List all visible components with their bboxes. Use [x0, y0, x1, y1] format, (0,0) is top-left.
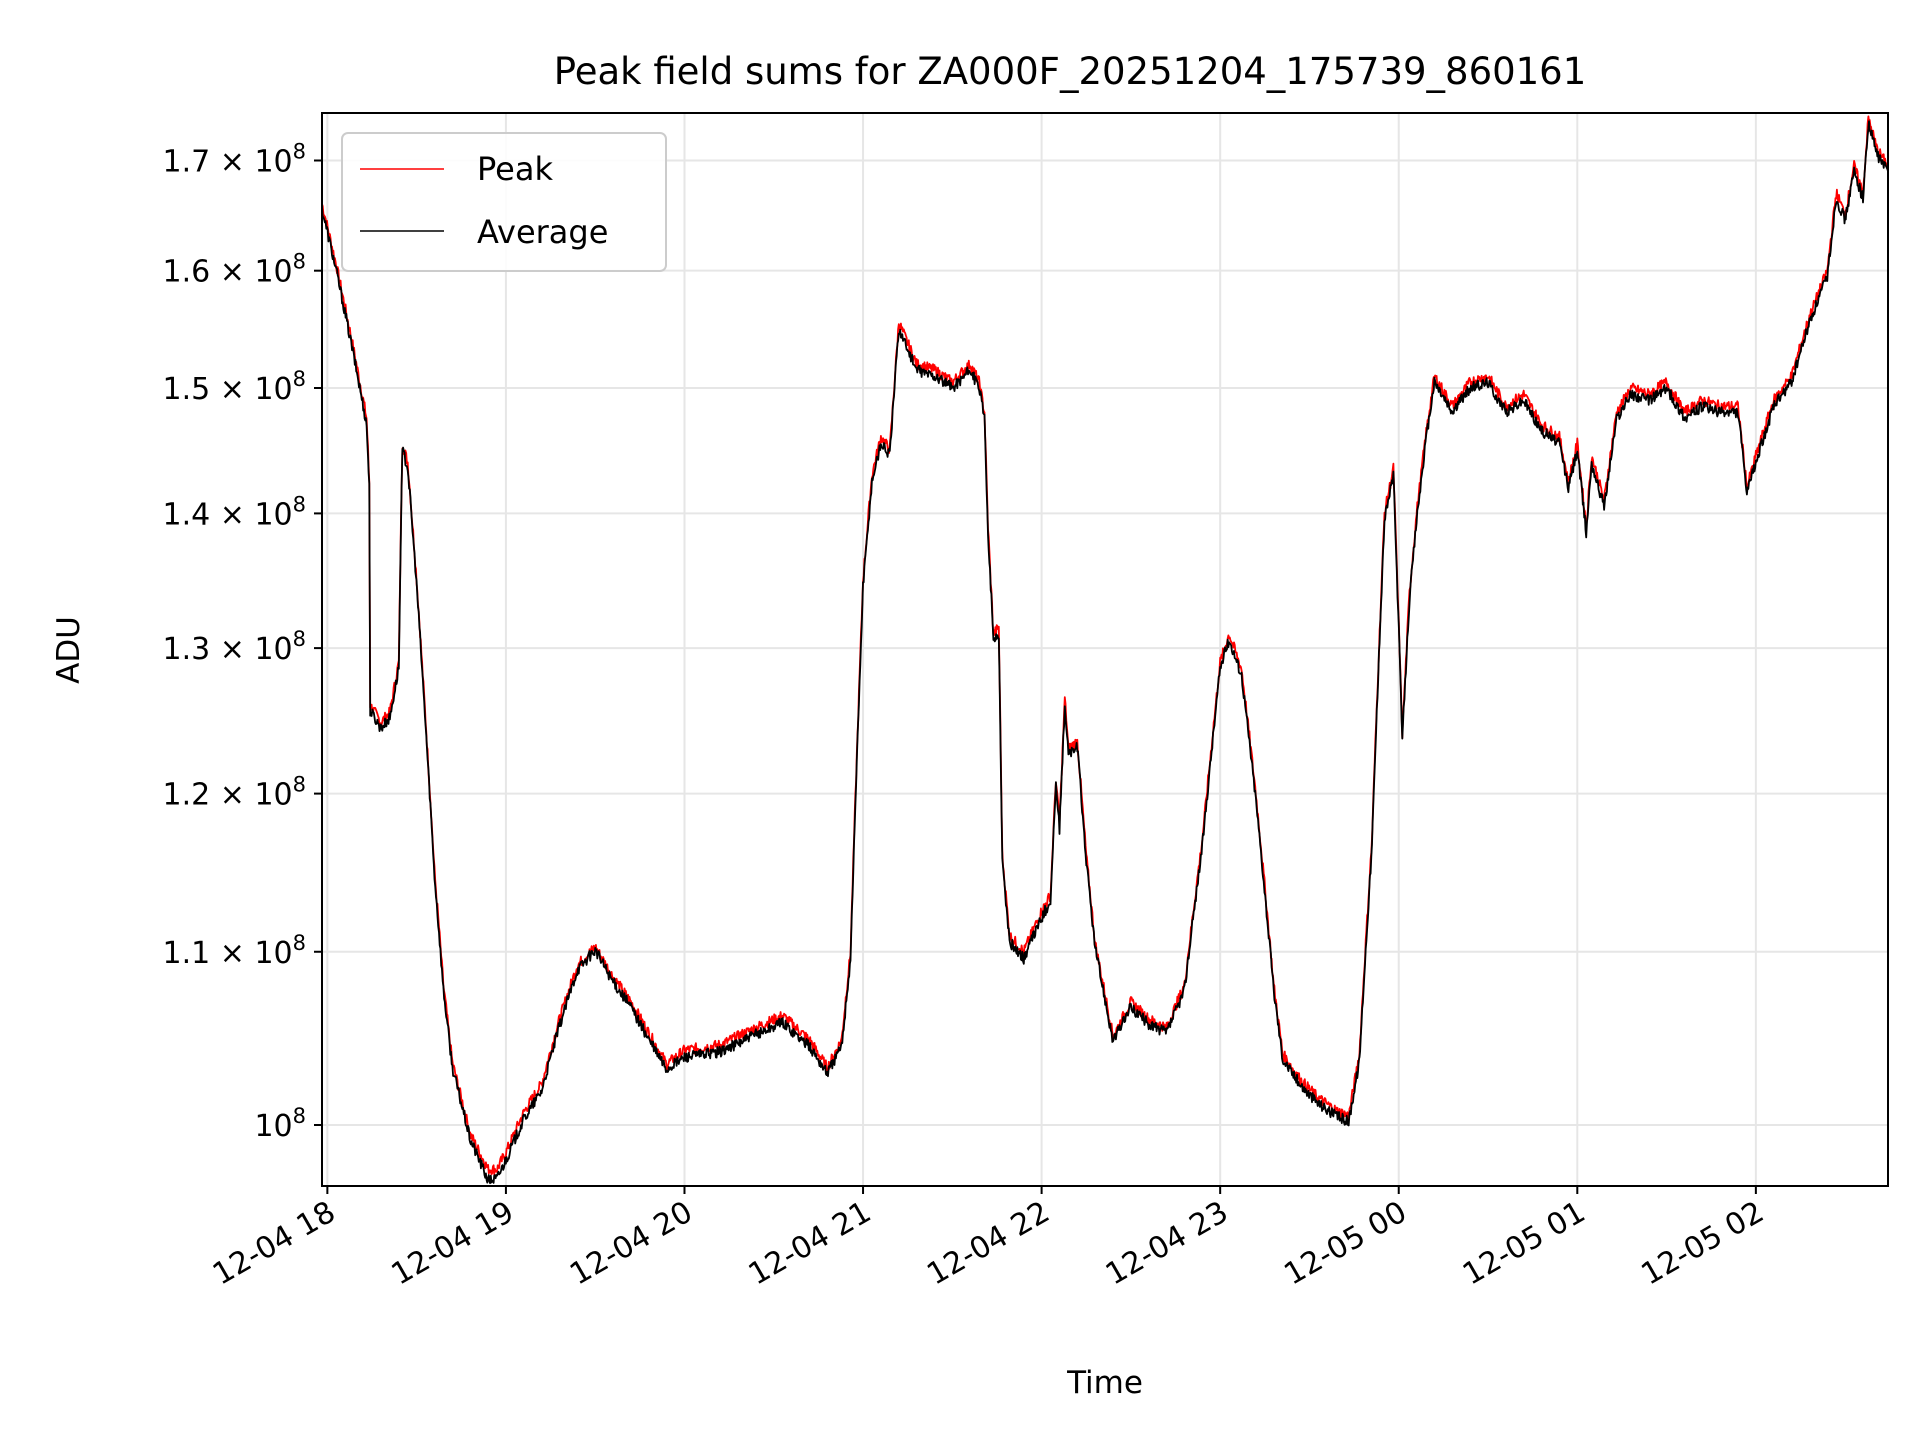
- y-axis: 108 1.1 × 108 1.2 × 108 1.3 × 108 1.4 × 108 1…: [163, 139, 322, 1144]
- series-line-average: [322, 120, 1888, 1185]
- series-layer: [322, 115, 1888, 1185]
- y-tick-label: 1.1 × 108: [163, 931, 306, 971]
- legend-label-average: Average: [477, 213, 608, 251]
- y-tick-label: 1.2 × 108: [163, 773, 306, 813]
- legend-box: [341, 132, 667, 272]
- y-tick-label: 1.7 × 108: [163, 139, 306, 179]
- y-tick-label: 1.3 × 108: [163, 627, 306, 667]
- legend-label-peak: Peak: [477, 150, 553, 188]
- y-tick-label: 1.5 × 108: [163, 367, 306, 407]
- plot-frame: [321, 112, 1889, 1187]
- chart-title: Peak field sums for ZA000F_20251204_1757…: [554, 50, 1587, 93]
- y-tick-label: 1.4 × 108: [163, 492, 306, 532]
- x-axis-title: Time: [1066, 1365, 1143, 1401]
- y-tick-label: 108: [254, 1104, 306, 1144]
- grid: [322, 113, 1888, 1186]
- legend: Peak Average: [341, 132, 667, 272]
- y-tick-label: 1.6 × 108: [163, 250, 306, 290]
- y-axis-title: ADU: [51, 616, 87, 684]
